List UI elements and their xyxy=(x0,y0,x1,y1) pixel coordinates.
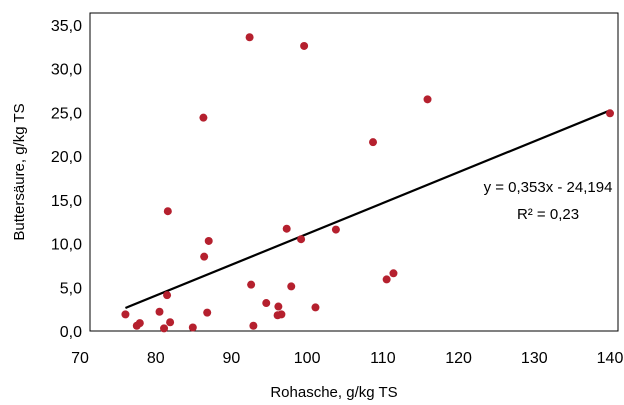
x-tick-label: 90 xyxy=(223,350,241,367)
data-point xyxy=(369,138,378,147)
y-tick-label: 20,0 xyxy=(51,149,82,166)
data-point xyxy=(389,269,398,278)
y-tick-label: 25,0 xyxy=(51,105,82,122)
data-point xyxy=(200,252,209,261)
data-point xyxy=(287,282,296,291)
data-point xyxy=(311,303,320,312)
y-axis-label: Buttersäure, g/kg TS xyxy=(11,103,28,240)
data-point xyxy=(300,41,309,50)
data-point xyxy=(382,275,391,284)
data-points xyxy=(121,33,614,333)
trend-line xyxy=(125,109,611,309)
y-tick-label: 15,0 xyxy=(51,193,82,210)
data-point xyxy=(199,113,208,122)
y-tick-label: 0,0 xyxy=(60,324,82,341)
data-point xyxy=(282,224,291,233)
y-tick-labels: 0,0 5,0 10,0 15,0 20,0 25,0 30,0 35,0 xyxy=(51,18,82,341)
data-point xyxy=(249,321,258,330)
data-point xyxy=(277,310,286,319)
data-point xyxy=(423,95,432,104)
x-tick-label: 100 xyxy=(294,350,321,367)
x-tick-label: 140 xyxy=(597,350,624,367)
data-point xyxy=(262,299,271,308)
data-point xyxy=(274,302,283,311)
data-point xyxy=(606,109,614,118)
y-tick-label: 5,0 xyxy=(60,280,82,297)
data-point xyxy=(121,310,130,319)
regression-equation: y = 0,353x - 24,194 xyxy=(484,179,613,196)
y-tick-label: 30,0 xyxy=(51,62,82,79)
x-tick-label: 130 xyxy=(521,350,548,367)
data-point xyxy=(163,291,172,300)
data-point xyxy=(166,318,175,327)
data-point xyxy=(163,207,172,216)
x-tick-label: 110 xyxy=(370,350,396,367)
x-tick-labels: 70 80 90 100 110 120 130 140 xyxy=(71,350,623,367)
x-axis-label: Rohasche, g/kg TS xyxy=(270,384,397,401)
data-point xyxy=(155,307,164,316)
x-tick-label: 120 xyxy=(445,350,472,367)
y-tick-label: 35,0 xyxy=(51,18,82,35)
data-point xyxy=(331,225,340,234)
data-point xyxy=(247,280,256,289)
x-tick-label: 80 xyxy=(147,350,165,367)
data-point xyxy=(297,235,306,244)
plot-frame xyxy=(89,12,619,332)
data-point xyxy=(203,308,212,317)
data-point xyxy=(160,324,169,333)
data-point xyxy=(204,236,213,245)
y-tick-label: 10,0 xyxy=(51,237,82,254)
data-point xyxy=(188,323,197,332)
data-point xyxy=(135,319,144,328)
x-tick-label: 70 xyxy=(71,350,89,367)
data-point xyxy=(245,33,254,42)
r-squared-label: R² = 0,23 xyxy=(517,206,579,223)
